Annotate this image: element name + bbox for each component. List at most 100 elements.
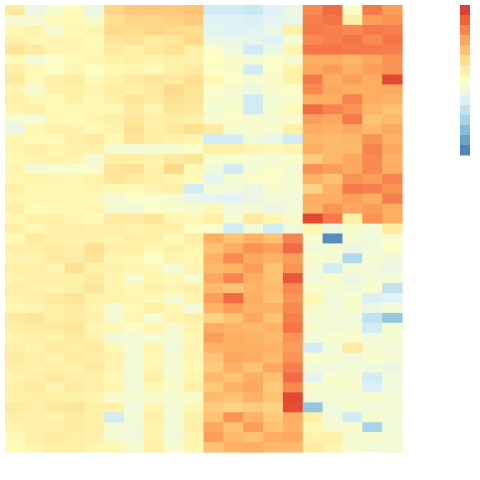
heatmap-cell <box>84 174 104 185</box>
heatmap-cell <box>362 253 382 264</box>
heatmap-cell <box>382 214 402 225</box>
heatmap-cell <box>303 75 323 86</box>
heatmap-cell <box>164 25 184 36</box>
heatmap-cell <box>243 114 263 125</box>
heatmap-cell <box>283 204 303 215</box>
heatmap-cell <box>323 94 343 105</box>
heatmap-cell <box>303 204 323 215</box>
heatmap-cell <box>5 293 25 304</box>
heatmap-cell <box>243 164 263 175</box>
heatmap-cell <box>243 353 263 364</box>
heatmap-cell <box>144 333 164 344</box>
heatmap-cell <box>164 233 184 244</box>
heatmap-cell <box>5 323 25 334</box>
heatmap-cell <box>45 204 65 215</box>
heatmap-cell <box>283 243 303 254</box>
heatmap-cell <box>184 45 204 56</box>
heatmap-cell <box>5 144 25 155</box>
heatmap-cell <box>283 184 303 195</box>
heatmap-cell <box>84 382 104 393</box>
heatmap-cell <box>362 5 382 16</box>
heatmap-cell <box>25 15 45 26</box>
heatmap-cell <box>283 174 303 185</box>
heatmap-cell <box>45 114 65 125</box>
heatmap-cell <box>342 382 362 393</box>
heatmap-cell <box>5 273 25 284</box>
heatmap-cell <box>263 323 283 334</box>
heatmap-cell <box>184 253 204 264</box>
heatmap-cell <box>204 323 224 334</box>
heatmap-cell <box>144 422 164 433</box>
heatmap-cell <box>382 353 402 364</box>
heatmap-cell <box>144 5 164 16</box>
heatmap-cell <box>5 283 25 294</box>
heatmap-cell <box>5 25 25 36</box>
heatmap-cell <box>382 194 402 205</box>
heatmap-cell <box>243 134 263 145</box>
heatmap-cell <box>164 283 184 294</box>
heatmap-cell <box>362 343 382 354</box>
heatmap-cell <box>144 323 164 334</box>
heatmap-cell <box>144 114 164 125</box>
heatmap-cell <box>362 373 382 384</box>
heatmap-cell <box>104 442 124 453</box>
heatmap-cell <box>223 124 243 135</box>
heatmap-cell <box>84 65 104 76</box>
heatmap-cell <box>223 144 243 155</box>
heatmap-cell <box>5 313 25 324</box>
heatmap-cell <box>382 313 402 324</box>
heatmap-cell <box>164 75 184 86</box>
heatmap-cell <box>204 243 224 254</box>
heatmap-cell <box>223 303 243 314</box>
heatmap-cell <box>144 432 164 443</box>
heatmap-cell <box>362 442 382 453</box>
heatmap-cell <box>164 174 184 185</box>
heatmap-cell <box>223 353 243 364</box>
heatmap-cell <box>223 84 243 95</box>
heatmap-cell <box>204 363 224 374</box>
heatmap-cell <box>104 134 124 145</box>
heatmap-cell <box>303 412 323 423</box>
heatmap-cell <box>382 75 402 86</box>
heatmap-cell <box>243 363 263 374</box>
heatmap-cell <box>164 154 184 165</box>
heatmap-cell <box>303 363 323 374</box>
heatmap-cell <box>164 412 184 423</box>
heatmap-cell <box>184 293 204 304</box>
heatmap-cell <box>323 134 343 145</box>
heatmap-cell <box>303 104 323 115</box>
heatmap-cell <box>382 104 402 115</box>
heatmap-cell <box>144 84 164 95</box>
heatmap-cell <box>124 422 144 433</box>
heatmap-cell <box>5 363 25 374</box>
heatmap-cell <box>65 363 85 374</box>
heatmap-cell <box>303 422 323 433</box>
heatmap-cell <box>184 243 204 254</box>
heatmap-cell <box>144 412 164 423</box>
heatmap-cell <box>204 164 224 175</box>
heatmap-cell <box>382 144 402 155</box>
heatmap-cell <box>84 432 104 443</box>
heatmap-cell <box>382 253 402 264</box>
heatmap-cell <box>303 373 323 384</box>
heatmap-cell <box>204 373 224 384</box>
heatmap-cell <box>5 233 25 244</box>
heatmap-cell <box>65 134 85 145</box>
heatmap-cell <box>283 333 303 344</box>
heatmap-cell <box>65 194 85 205</box>
heatmap-cell <box>124 243 144 254</box>
heatmap-cell <box>263 233 283 244</box>
heatmap-cell <box>104 65 124 76</box>
heatmap-cell <box>124 15 144 26</box>
heatmap-cell <box>323 363 343 374</box>
heatmap-cell <box>342 283 362 294</box>
heatmap-cell <box>124 144 144 155</box>
heatmap-cell <box>382 134 402 145</box>
heatmap-cell <box>104 104 124 115</box>
colorbar-swatch <box>460 135 470 146</box>
heatmap-cell <box>65 5 85 16</box>
heatmap-cell <box>362 204 382 215</box>
heatmap-cell <box>283 293 303 304</box>
heatmap-cell <box>223 104 243 115</box>
heatmap-cell <box>303 214 323 225</box>
